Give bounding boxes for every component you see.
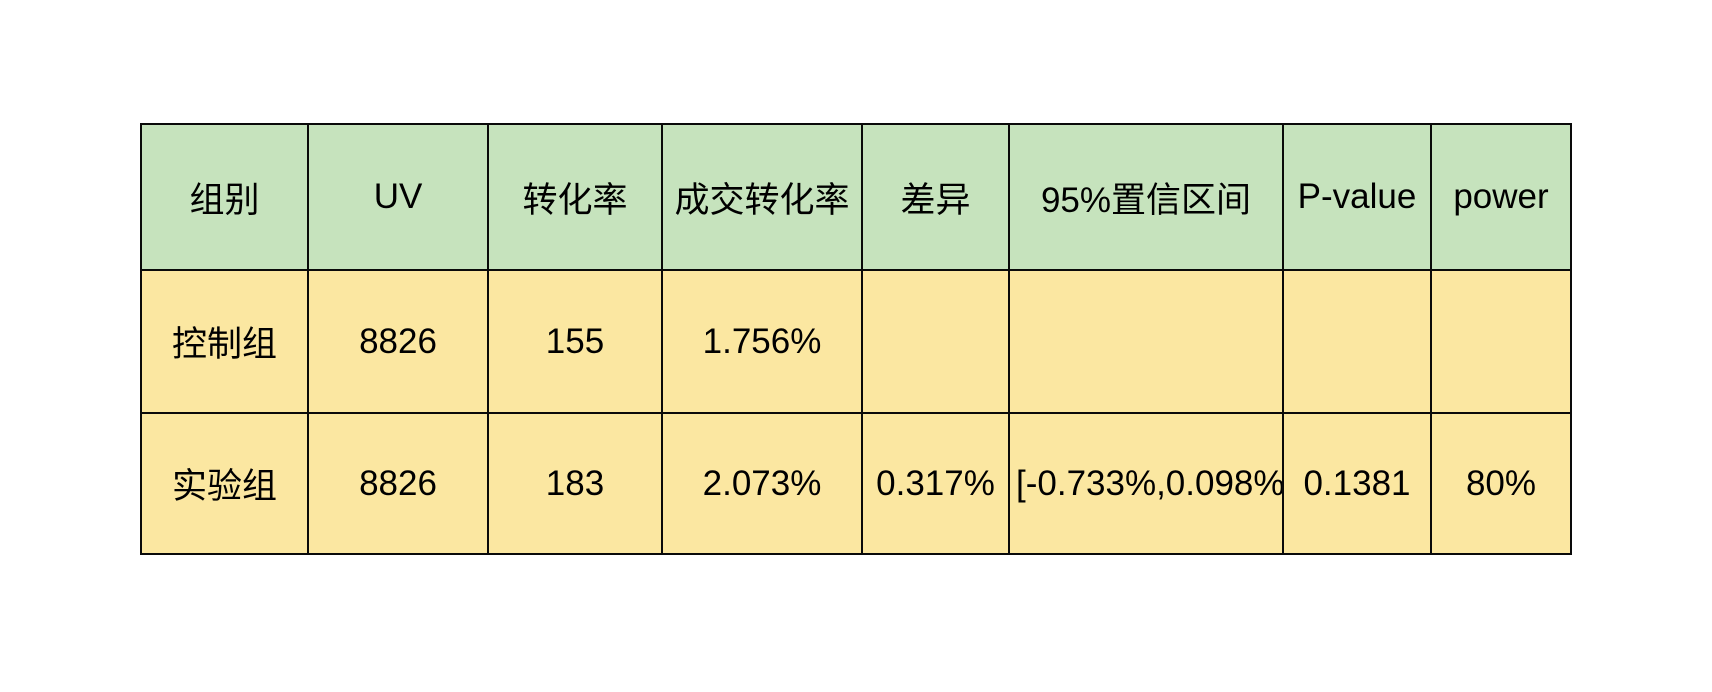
table-row-experiment-group: 实验组 8826 183 2.073% 0.317% [-0.733%,0.09… [140, 412, 1572, 555]
cell-experiment-deal-conversion-rate: 2.073% [661, 412, 863, 555]
header-cell-conversions: 转化率 [487, 123, 663, 271]
header-cell-uv: UV [307, 123, 489, 271]
cell-control-conversions: 155 [487, 269, 663, 414]
header-cell-deal-conversion-rate: 成交转化率 [661, 123, 863, 271]
cell-experiment-uv: 8826 [307, 412, 489, 555]
header-cell-difference: 差异 [861, 123, 1010, 271]
header-row: 组别 UV 转化率 成交转化率 差异 95%置信区间 P-value power [140, 123, 1572, 271]
table-row-control-group: 控制组 8826 155 1.756% [140, 269, 1572, 414]
cell-experiment-power: 80% [1430, 412, 1572, 555]
cell-experiment-confidence-interval: [-0.733%,0.098%] [1008, 412, 1284, 555]
cell-control-group-label: 控制组 [140, 269, 309, 414]
cell-control-difference [861, 269, 1010, 414]
cell-experiment-conversions: 183 [487, 412, 663, 555]
header-cell-p-value: P-value [1282, 123, 1432, 271]
cell-experiment-p-value: 0.1381 [1282, 412, 1432, 555]
cell-control-p-value [1282, 269, 1432, 414]
header-cell-group: 组别 [140, 123, 309, 271]
cell-control-confidence-interval [1008, 269, 1284, 414]
cell-control-uv: 8826 [307, 269, 489, 414]
cell-control-power [1430, 269, 1572, 414]
cell-experiment-difference: 0.317% [861, 412, 1010, 555]
header-cell-confidence-interval: 95%置信区间 [1008, 123, 1284, 271]
ab-test-results-table: 组别 UV 转化率 成交转化率 差异 95%置信区间 P-value power… [140, 123, 1572, 555]
cell-control-deal-conversion-rate: 1.756% [661, 269, 863, 414]
header-cell-power: power [1430, 123, 1572, 271]
cell-experiment-group-label: 实验组 [140, 412, 309, 555]
